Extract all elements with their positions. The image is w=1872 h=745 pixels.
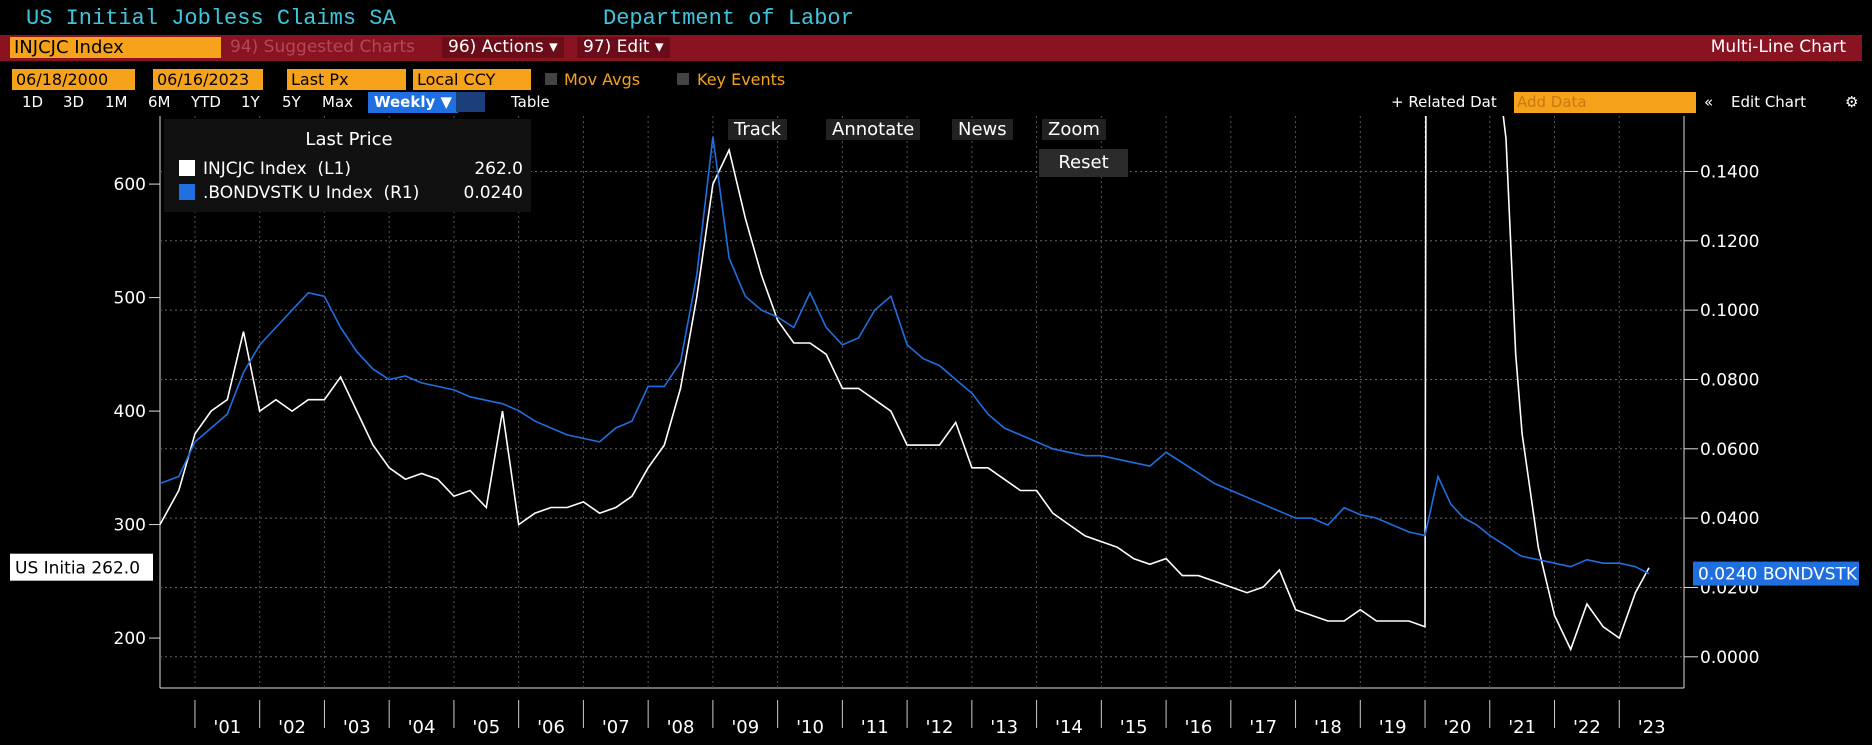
y2-tick-label: 0.0000 [1700,648,1759,668]
x-tick-label: '14 [1055,717,1083,738]
y-tick-label: 200 [114,629,146,649]
x-tick-label: '10 [796,717,824,738]
x-tick-label: '09 [731,717,759,738]
legend-label: .BONDVSTK U Index (R1) [203,183,419,203]
y2-tick-label: 0.0400 [1700,509,1759,529]
left-tag: US Initia 262.0 [15,559,140,579]
related-data[interactable]: + Related Dat [1391,93,1497,111]
x-tick-label: '17 [1249,717,1277,738]
range-button[interactable]: YTD [191,93,221,111]
tool-button[interactable]: Annotate [826,119,921,140]
legend-swatch [179,160,195,176]
x-tick-label: '05 [472,717,500,738]
range-button[interactable]: 1Y [241,93,260,111]
range-button[interactable]: 1M [105,93,128,111]
x-tick-label: '03 [343,717,371,738]
range-button[interactable]: 6M [148,93,171,111]
series-line [160,136,1650,575]
x-tick-label: '12 [926,717,954,738]
legend-swatch [179,184,195,200]
legend-title: Last Price [305,129,392,150]
suggested-button[interactable]: 94) Suggested Charts [230,37,416,57]
y-tick-label: 300 [114,516,146,536]
currency-select[interactable]: Local CCY [413,69,531,90]
right-tag-box [1693,561,1859,586]
x-tick-label: '04 [408,717,436,738]
frequency-select[interactable]: Weekly ▼ [368,92,459,113]
range-button[interactable]: 1D [22,93,44,111]
actions-button[interactable]: 96) Actions ▾ [442,37,564,58]
x-tick-label: '02 [278,717,306,738]
y-tick-label: 500 [114,289,146,309]
y2-tick-label: 0.1200 [1700,232,1759,252]
table-button[interactable]: Table [511,93,550,111]
x-tick-label: '16 [1185,717,1213,738]
x-tick-label: '11 [861,717,889,738]
right-tag: 0.0240 BONDVSTK [1698,565,1858,585]
x-tick-label: '08 [667,717,695,738]
legend-value: 262.0 [474,159,523,179]
x-tick-label: '13 [990,717,1018,738]
x-tick-label: '18 [1314,717,1342,738]
legend-box [164,119,531,212]
field-select[interactable]: Last Px [287,69,406,90]
y2-tick-label: 0.0800 [1700,370,1759,390]
collapse[interactable]: « [1704,93,1714,111]
start-date[interactable]: 06/18/2000 [12,69,135,90]
edit-button[interactable]: 97) Edit ▾ [577,37,670,58]
y2-tick-label: 0.1400 [1700,162,1759,182]
function-bar [0,35,1862,61]
x-tick-label: '19 [1379,717,1407,738]
y2-tick-label: 0.1000 [1700,301,1759,321]
series-line [160,116,1650,652]
end-date[interactable]: 06/16/2023 [153,69,263,90]
key-events[interactable]: Key Events [697,70,786,89]
legend-value: 0.0240 [464,183,523,203]
tool-button[interactable]: News [952,119,1013,140]
reset-label: Reset [1058,152,1109,173]
y-tick-label: 600 [114,175,146,195]
y-tick-label: 400 [114,402,146,422]
checkbox[interactable] [545,73,557,85]
x-tick-label: '06 [537,717,565,738]
chart-kind: Multi-Line Chart [1710,37,1846,57]
checkbox[interactable] [677,73,689,85]
ticker-field[interactable]: INJCJC Index [10,37,221,58]
x-tick-label: '07 [602,717,630,738]
range-button[interactable]: 3D [63,93,85,111]
x-tick-label: '20 [1443,717,1471,738]
source: Department of Labor [603,6,854,31]
range-button[interactable]: 5Y [282,93,301,111]
range-button[interactable]: Max [322,93,354,111]
x-tick-label: '22 [1573,717,1601,738]
legend-label: INJCJC Index (L1) [203,159,351,179]
left-tag-box [10,553,153,581]
x-tick-label: '21 [1508,717,1536,738]
edit-chart[interactable]: Edit Chart [1731,93,1807,111]
x-tick-label: '01 [213,717,241,738]
y2-tick-label: 0.0600 [1700,440,1759,460]
chart-icon[interactable] [456,92,485,112]
x-tick-label: '15 [1120,717,1148,738]
reset-button[interactable]: Reset [1039,149,1128,177]
add-data[interactable]: Add Data [1514,92,1696,113]
mov-avgs[interactable]: Mov Avgs [564,70,641,89]
security-title: US Initial Jobless Claims SA [26,6,396,31]
tool-button[interactable]: Zoom [1042,119,1106,140]
x-tick-label: '23 [1638,717,1666,738]
tool-button[interactable]: Track [728,119,788,140]
settings[interactable]: ⚙ [1845,93,1859,111]
